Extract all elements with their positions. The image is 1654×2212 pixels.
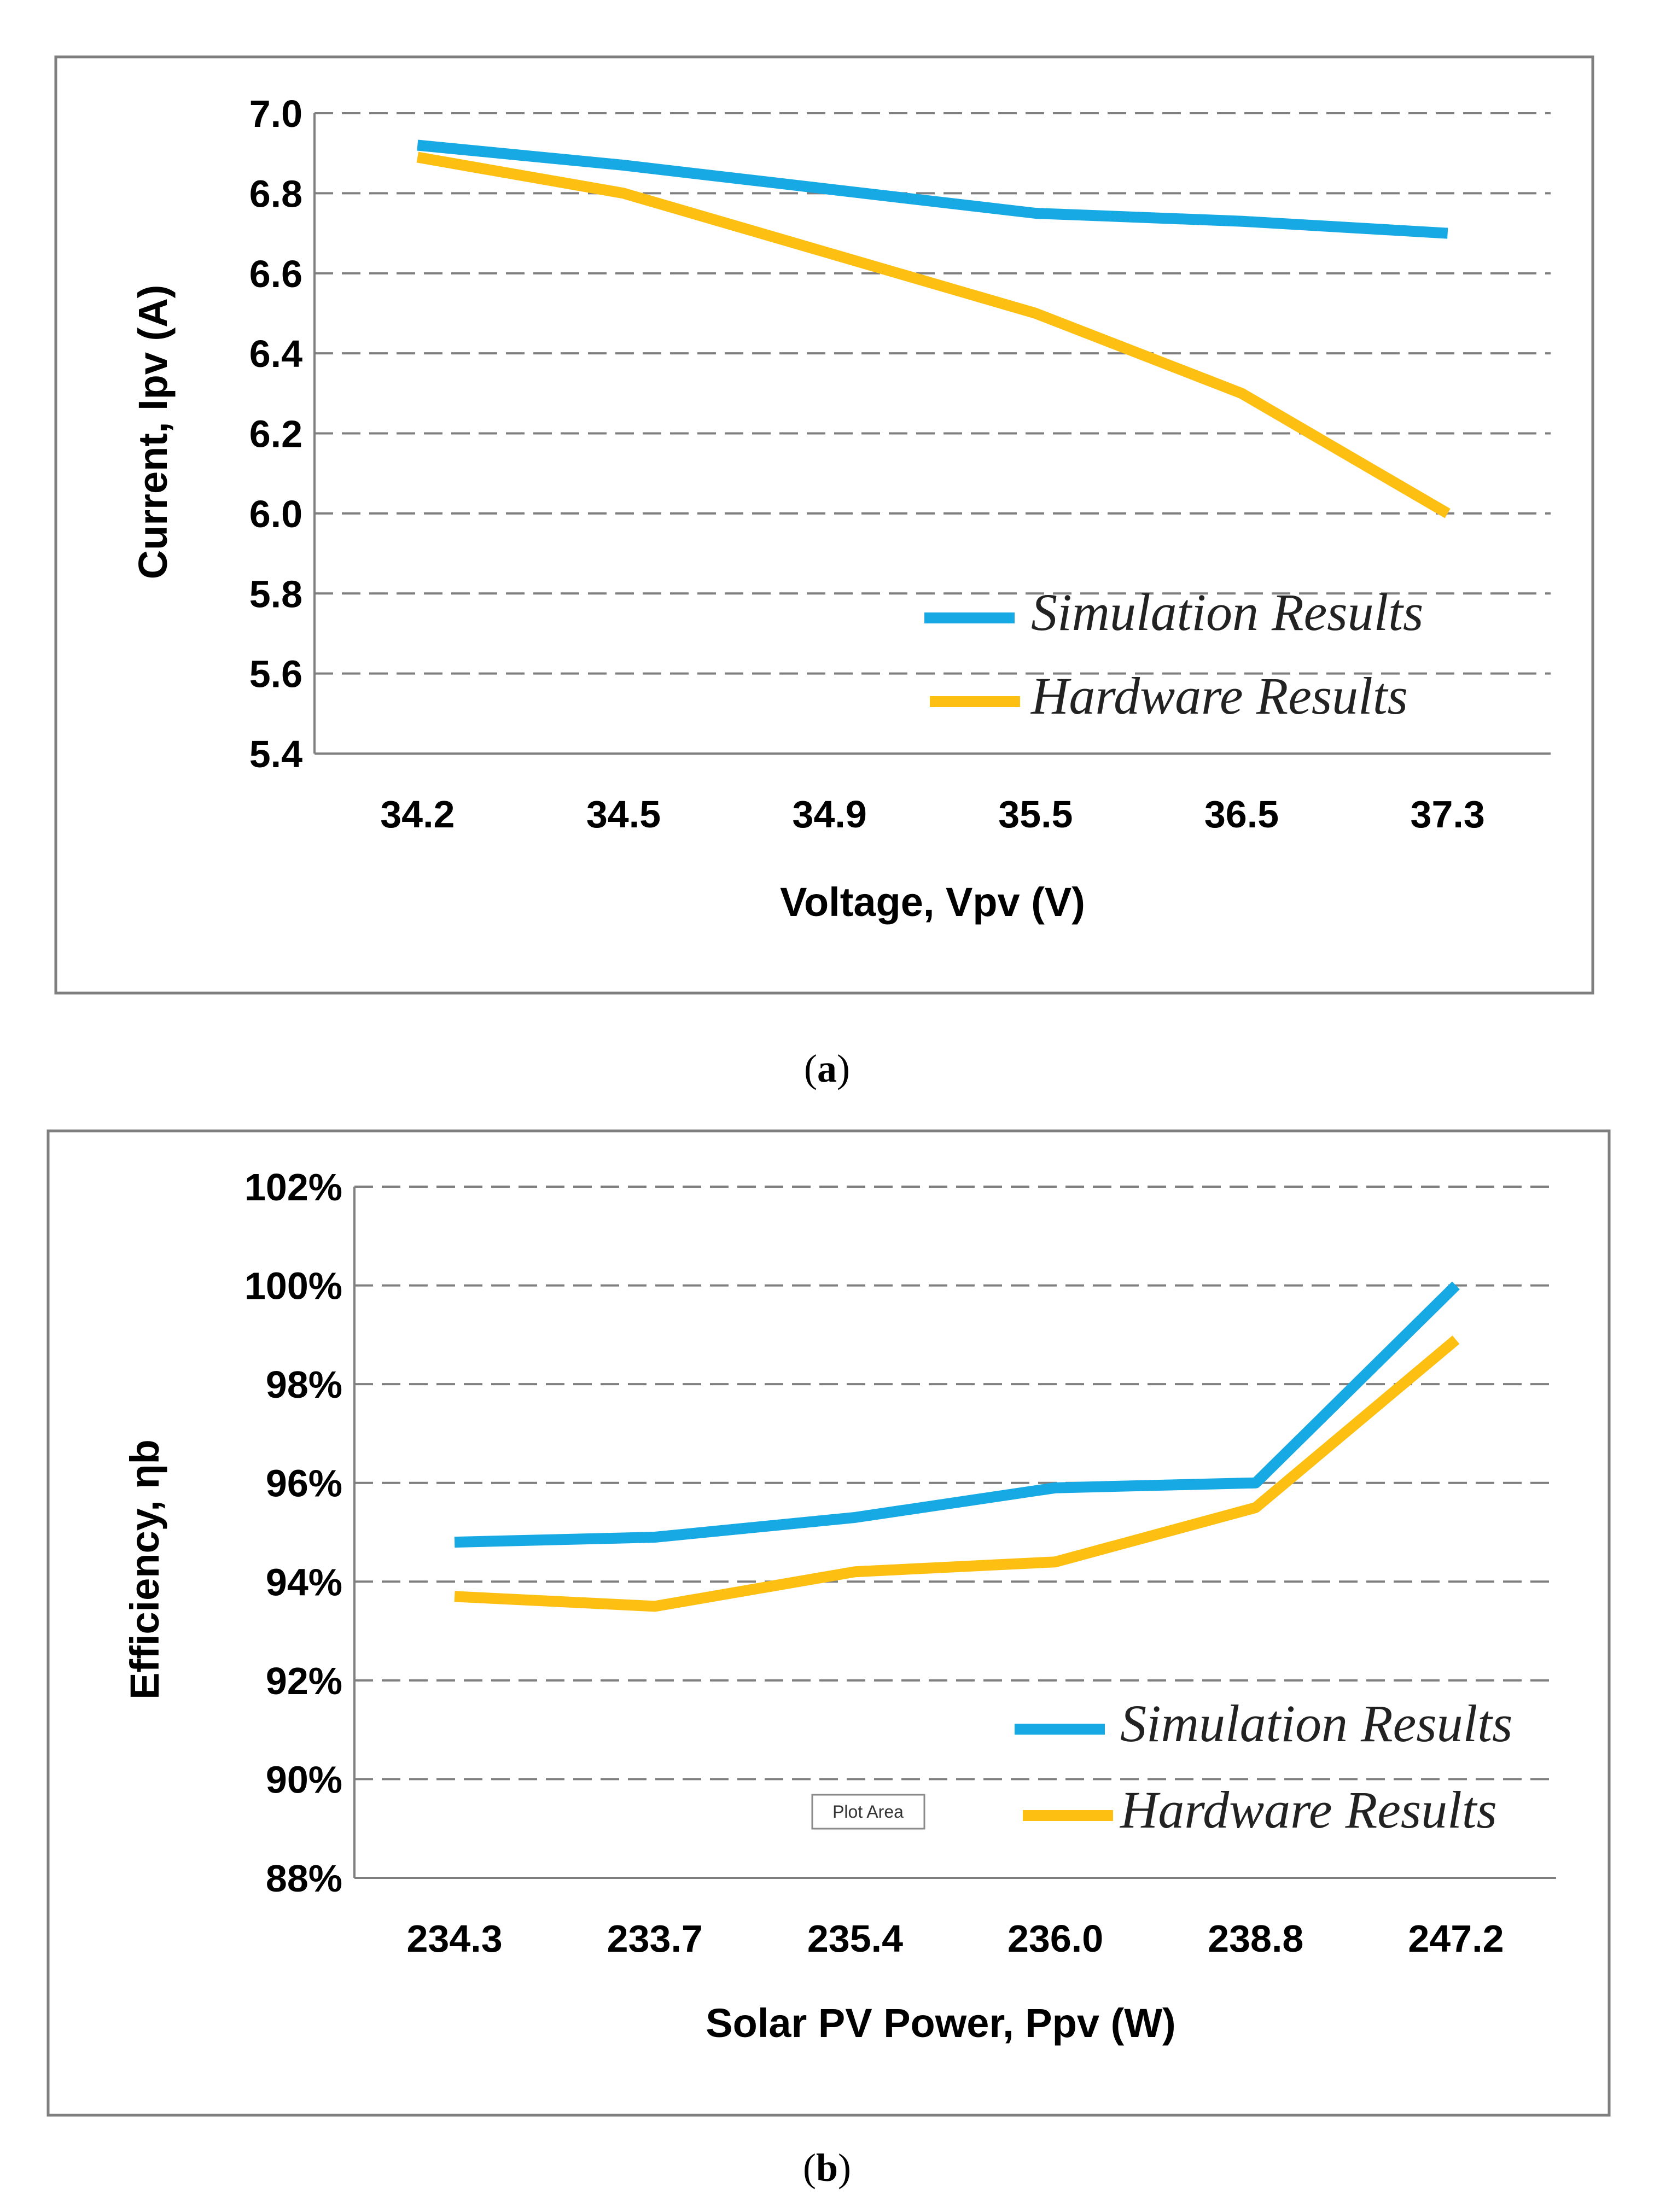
chart-a-x-axis-title: Voltage, Vpv (V) (780, 879, 1085, 925)
a-x-tick-label: 37.3 (1411, 793, 1485, 836)
chart-b-x-ticks: 234.3 233.7 235.4 236.0 238.8 247.2 (406, 1917, 1504, 1960)
b-x-tick-label: 238.8 (1208, 1917, 1303, 1960)
b-y-tick-label: 92% (266, 1660, 342, 1702)
chart-b-x-axis-title: Solar PV Power, Ppv (W) (706, 2000, 1175, 2046)
chart-a-y-ticks: 7.0 6.8 6.6 6.4 6.2 6.0 5.8 5.6 5.4 (249, 92, 302, 775)
a-x-tick-label: 36.5 (1204, 793, 1279, 836)
chart-a-legend-label-simulation: Simulation Results (1031, 583, 1423, 641)
chart-b-legend-label-simulation: Simulation Results (1120, 1694, 1512, 1753)
caption-a-open: ( (804, 1047, 817, 1090)
chart-b-y-axis-title: Efficiency, ηb (122, 1439, 167, 1700)
chart-b-series (454, 1281, 1460, 1612)
a-series-line-hardware (416, 151, 1451, 518)
plot-area-tooltip: Plot Area (811, 1794, 925, 1830)
caption-b-open: ( (803, 2146, 816, 2190)
caption-b: (b) (803, 2146, 851, 2190)
a-y-tick-label: 6.6 (249, 253, 302, 295)
chart-a-series (416, 139, 1451, 518)
b-y-tick-label: 90% (266, 1758, 342, 1801)
caption-a-close: ) (837, 1047, 850, 1090)
b-x-tick-label: 235.4 (807, 1917, 903, 1960)
a-series-line-simulation (417, 139, 1448, 239)
a-x-tick-label: 35.5 (998, 793, 1073, 836)
a-y-tick-label: 7.0 (249, 92, 302, 135)
b-x-tick-label: 233.7 (607, 1917, 703, 1960)
b-y-tick-label: 96% (266, 1462, 342, 1505)
a-y-tick-label: 6.4 (249, 332, 302, 375)
chart-b-legend-label-hardware: Hardware Results (1119, 1781, 1497, 1839)
b-series-line-hardware (454, 1335, 1460, 1612)
b-y-tick-label: 98% (266, 1363, 342, 1406)
chart-b-legend: Simulation Results Hardware Results (1015, 1694, 1512, 1839)
b-y-tick-label: 94% (266, 1561, 342, 1603)
b-series-line-simulation (454, 1281, 1460, 1548)
b-y-tick-label: 100% (244, 1265, 342, 1308)
a-x-tick-label: 34.2 (380, 793, 455, 836)
chart-b: 102% 100% 98% 96% 94% 92% 90% 88% 234.3 233.7 235… (46, 1129, 1611, 2117)
chart-a: 7.0 6.8 6.6 6.4 6.2 6.0 5.8 5.6 5.4 34.2 34.5 34.9… (54, 55, 1594, 995)
a-y-tick-label: 6.0 (249, 493, 302, 535)
a-y-tick-label: 6.2 (249, 413, 302, 456)
a-y-tick-label: 5.6 (249, 653, 302, 696)
chart-a-legend: Simulation Results Hardware Results (924, 583, 1423, 725)
chart-b-gridlines (354, 1186, 1556, 1781)
b-y-tick-label: 102% (244, 1166, 342, 1209)
caption-b-close: ) (838, 2146, 851, 2190)
b-x-tick-label: 247.2 (1408, 1917, 1504, 1960)
chart-b-frame (46, 1129, 1611, 2117)
chart-a-gridlines (315, 112, 1551, 675)
caption-a: (a) (804, 1047, 850, 1090)
chart-b-y-ticks: 102% 100% 98% 96% 94% 92% 90% 88% (244, 1166, 342, 1900)
a-y-tick-label: 5.8 (249, 573, 302, 615)
plot-area-tooltip-label: Plot Area (832, 1802, 904, 1822)
b-x-tick-label: 234.3 (406, 1917, 502, 1960)
caption-b-letter: b (816, 2146, 838, 2190)
b-x-tick-label: 236.0 (1007, 1917, 1103, 1960)
b-y-tick-label: 88% (266, 1857, 342, 1900)
chart-a-frame (54, 55, 1594, 995)
a-y-tick-label: 6.8 (249, 172, 302, 215)
chart-a-legend-label-hardware: Hardware Results (1030, 667, 1408, 725)
a-y-tick-label: 5.4 (249, 733, 302, 775)
chart-a-x-ticks: 34.2 34.5 34.9 35.5 36.5 37.3 (380, 793, 1485, 836)
a-x-tick-label: 34.9 (793, 793, 867, 836)
a-x-tick-label: 34.5 (586, 793, 661, 836)
caption-a-letter: a (817, 1047, 837, 1090)
chart-a-y-axis-title: Current, Ipv (A) (130, 285, 176, 580)
plot-area-tooltip-box (811, 1794, 925, 1830)
